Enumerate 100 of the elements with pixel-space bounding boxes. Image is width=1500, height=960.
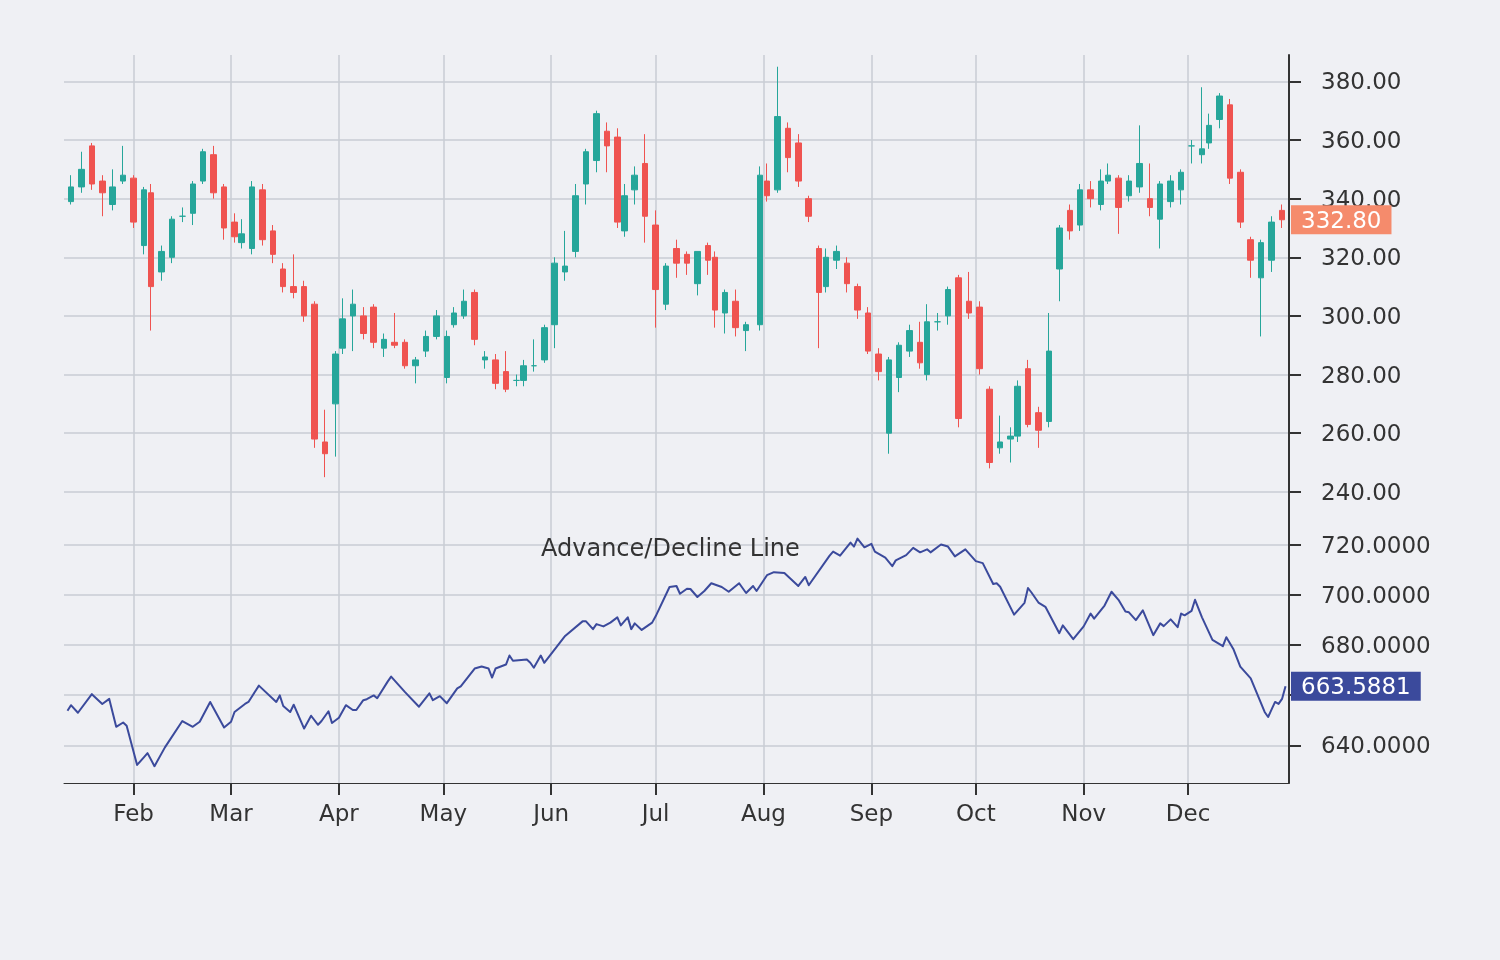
candlestick [301, 280, 307, 323]
candlestick [1268, 215, 1275, 273]
candlestick [503, 350, 509, 393]
candlestick [120, 145, 126, 185]
candlestick [1025, 359, 1031, 428]
candlestick [433, 309, 440, 340]
candlestick [732, 289, 739, 337]
candlestick [1136, 124, 1143, 194]
candlestick [886, 356, 892, 455]
candlestick [854, 283, 861, 320]
candlestick [482, 350, 488, 370]
candlestick [844, 256, 850, 293]
candlestick [631, 165, 638, 206]
x-tick-label: Nov [1061, 799, 1107, 826]
x-tick-label: Apr [319, 799, 360, 826]
y-tick-label: 640.0000 [1321, 732, 1431, 759]
candlestick [370, 303, 377, 349]
y-tick-label: 300.00 [1321, 302, 1402, 329]
candlestick [966, 271, 972, 320]
candlestick [249, 180, 255, 255]
candlestick [865, 306, 871, 355]
candlestick [130, 174, 137, 229]
candlestick [1199, 86, 1205, 164]
candlestick [906, 324, 913, 358]
candlestick [997, 415, 1003, 455]
candlestick [562, 230, 568, 282]
candlestick [986, 385, 993, 469]
candlestick [1046, 312, 1052, 428]
x-tick-label: Oct [955, 799, 996, 826]
candlestick [955, 274, 962, 428]
candlestick [492, 353, 499, 390]
candlestick [722, 289, 728, 335]
candlestick [551, 256, 558, 349]
candlestick [833, 245, 840, 270]
candlestick [945, 286, 951, 326]
candlestick [471, 289, 478, 346]
candlestick [461, 289, 467, 320]
y-tick-label: 260.00 [1321, 420, 1402, 447]
y-tick-label: 320.00 [1321, 244, 1402, 271]
candlestick [350, 289, 356, 352]
candlestick [311, 300, 318, 449]
candlestick [190, 180, 196, 226]
candlestick [210, 145, 217, 200]
candlestick [68, 174, 74, 206]
candlestick [402, 338, 408, 370]
y-tick-label: 240.00 [1321, 478, 1402, 505]
x-tick-label: Sep [849, 799, 894, 826]
candlestick [684, 250, 690, 276]
candlestick [423, 330, 429, 358]
x-tick-label: Jul [639, 799, 670, 826]
candlestick [360, 306, 367, 340]
candlestick [391, 312, 398, 349]
candlestick [339, 297, 346, 355]
candlestick [451, 306, 457, 329]
x-tick-label: Aug [741, 799, 786, 826]
candlestick [663, 262, 669, 311]
candlestick [572, 183, 579, 258]
candlestick [593, 110, 600, 173]
candlestick [381, 333, 387, 358]
x-tick-label: Mar [209, 799, 254, 826]
candlestick [290, 253, 297, 299]
candlestick [934, 312, 941, 332]
candlestick [169, 215, 175, 264]
candlestick [1157, 180, 1163, 249]
candlestick [1216, 92, 1223, 129]
candlestick [238, 218, 245, 249]
text: 332.80 [1301, 206, 1382, 233]
candlestick [976, 300, 983, 376]
candlestick [694, 250, 701, 296]
candlestick [200, 148, 206, 185]
y-tick-label: 700.0000 [1321, 581, 1431, 608]
candlestick [270, 224, 276, 264]
candlestick [823, 247, 829, 293]
candlestick [158, 245, 165, 282]
candlestick [896, 341, 902, 393]
candlestick [322, 409, 328, 478]
candlestick [673, 239, 680, 279]
candlestick [109, 168, 116, 211]
y-tick-label: 680.0000 [1321, 631, 1431, 658]
y-tick-label: 360.00 [1321, 127, 1402, 154]
candlestick [614, 127, 621, 229]
candlestick [1237, 168, 1244, 229]
chart-title: Advance/Decline Line [541, 534, 800, 562]
candlestick [1147, 162, 1153, 217]
candlestick [1077, 183, 1083, 232]
x-tick-label: Feb [113, 799, 154, 826]
candlestick [583, 148, 589, 206]
y-tick-label: 380.00 [1321, 68, 1402, 95]
candlestick [1115, 174, 1122, 235]
candlestick [652, 209, 659, 329]
candlestick [1178, 168, 1184, 206]
candlestick [1167, 174, 1174, 208]
y-tick-label: 720.0000 [1321, 531, 1431, 558]
candlestick [816, 245, 822, 349]
candlestick [917, 321, 923, 370]
candlestick [280, 262, 286, 293]
candlestick [642, 133, 648, 244]
candlestick [1087, 180, 1094, 208]
candlestick [179, 206, 186, 223]
candlestick [1227, 98, 1233, 185]
